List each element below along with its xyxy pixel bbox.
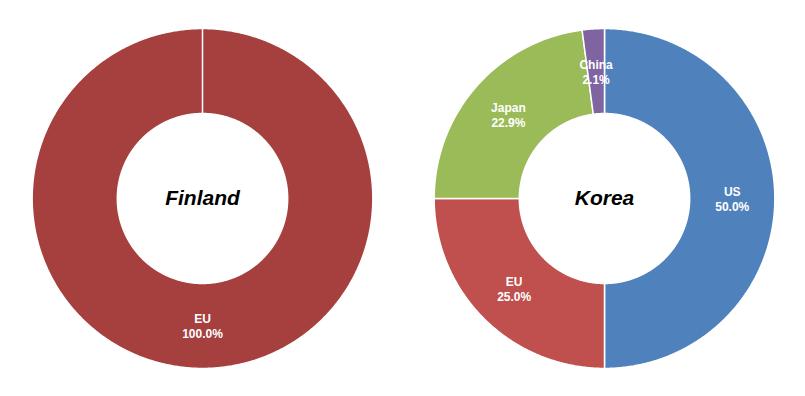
svg-text:Japan22.9%: Japan22.9% <box>491 101 526 130</box>
svg-text:Finland: Finland <box>165 186 241 209</box>
svg-text:US50.0%: US50.0% <box>715 185 749 214</box>
svg-text:EU100.0%: EU100.0% <box>182 312 223 341</box>
svg-text:EU25.0%: EU25.0% <box>497 275 531 304</box>
svg-text:Korea: Korea <box>575 186 635 209</box>
svg-text:China2.1%: China2.1% <box>579 58 613 87</box>
